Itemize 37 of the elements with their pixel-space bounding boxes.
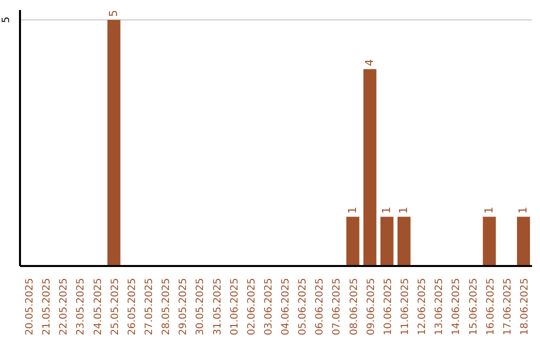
data-label: 1 <box>482 206 496 214</box>
x-tick-label: 22.05.2025 <box>58 278 70 336</box>
x-tick-label: 27.05.2025 <box>144 278 155 336</box>
data-label: 1 <box>346 206 359 214</box>
x-tick-label: 21.05.2025 <box>42 278 53 336</box>
x-tick-label: 05.06.2025 <box>298 278 309 336</box>
x-tick-label: 25.05.2025 <box>110 278 121 336</box>
x-tick-label: 06.06.2025 <box>314 278 326 336</box>
x-tick-label: 07.06.2025 <box>332 278 343 336</box>
x-tick-label: 08.06.2025 <box>348 278 360 336</box>
x-tick-label: 17.06.2025 <box>502 278 514 336</box>
x-tick-label: 16.06.2025 <box>485 278 496 336</box>
x-tick-label: 02.06.2025 <box>246 278 258 336</box>
x-tick-label: 15.06.2025 <box>468 278 480 336</box>
x-tick-label: 24.05.2025 <box>92 278 104 336</box>
data-label: 1 <box>516 206 530 214</box>
x-tick-label: 26.05.2025 <box>126 278 138 336</box>
x-tick-label: 23.05.2025 <box>76 278 87 336</box>
x-tick-label: 10.06.2025 <box>382 278 394 336</box>
x-tick-label: 03.06.2025 <box>263 278 274 336</box>
x-tick-label: 29.05.2025 <box>178 278 190 336</box>
x-tick-label: 14.06.2025 <box>451 278 462 336</box>
x-tick-label: 12.06.2025 <box>417 278 428 336</box>
x-tick-label: 30.05.2025 <box>195 278 206 336</box>
x-tick-label: 13.06.2025 <box>434 278 446 336</box>
x-tick-label: 31.05.2025 <box>212 278 224 336</box>
data-label: 4 <box>362 59 376 66</box>
x-tick-label: 11.06.2025 <box>400 278 411 336</box>
x-tick-label: 09.06.2025 <box>366 278 377 336</box>
data-label: 1 <box>380 206 393 214</box>
x-tick-label: 04.06.2025 <box>280 278 292 336</box>
data-label: 1 <box>397 206 410 214</box>
x-tick-label: 20.05.2025 <box>24 278 36 336</box>
x-tick-label: 01.06.2025 <box>229 278 240 336</box>
data-label: 5 <box>106 10 120 17</box>
x-tick-label: 28.05.2025 <box>161 278 172 336</box>
x-tick-label: 18.06.2025 <box>519 278 530 336</box>
